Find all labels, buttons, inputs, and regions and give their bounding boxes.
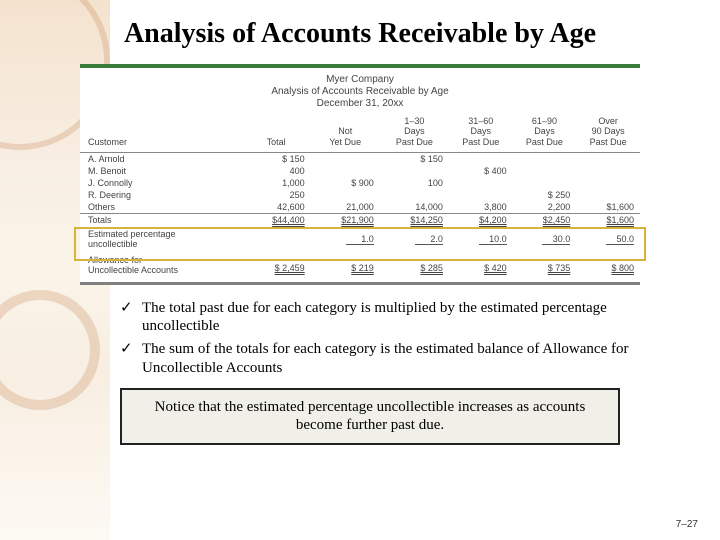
report-name: Analysis of Accounts Receivable by Age xyxy=(80,86,640,98)
col-61-90: 61–90DaysPast Due xyxy=(513,113,577,153)
col-total: Total xyxy=(242,113,311,153)
table-row: A. Arnold$ 150$ 150 xyxy=(80,153,640,166)
aging-table: Customer Total NotYet Due 1–30DaysPast D… xyxy=(80,113,640,282)
bullet-list: The total past due for each category is … xyxy=(120,299,630,378)
table-row: Others42,60021,00014,0003,8002,200$1,600 xyxy=(80,201,640,214)
col-over90: Over90 DaysPast Due xyxy=(576,113,640,153)
page-number: 7–27 xyxy=(676,519,698,530)
company-name: Myer Company xyxy=(80,74,640,86)
totals-row: Totals$44,400$21,900$14,250$4,200$2,450$… xyxy=(80,214,640,227)
table-heading: Myer Company Analysis of Accounts Receiv… xyxy=(80,68,640,113)
notice-box: Notice that the estimated percentage unc… xyxy=(120,388,620,446)
pct-row: Estimated percentageuncollectible1.02.01… xyxy=(80,226,640,254)
bullet-2: The sum of the totals for each category … xyxy=(120,340,630,378)
allowance-row: Allowance forUncollectible Accounts$ 2,4… xyxy=(80,254,640,282)
col-notyetdue: NotYet Due xyxy=(311,113,380,153)
bullet-1: The total past due for each category is … xyxy=(120,299,630,337)
col-customer: Customer xyxy=(80,113,242,153)
table-row: M. Benoit400$ 400 xyxy=(80,165,640,177)
table-row: J. Connolly1,000$ 900100 xyxy=(80,177,640,189)
col-1-30: 1–30DaysPast Due xyxy=(380,113,449,153)
aging-table-wrap: Myer Company Analysis of Accounts Receiv… xyxy=(80,64,640,285)
column-headers: Customer Total NotYet Due 1–30DaysPast D… xyxy=(80,113,640,153)
report-date: December 31, 20xx xyxy=(80,98,640,110)
col-31-60: 31–60DaysPast Due xyxy=(449,113,513,153)
page-title: Analysis of Accounts Receivable by Age xyxy=(30,18,690,50)
table-row: R. Deering250$ 250 xyxy=(80,189,640,201)
